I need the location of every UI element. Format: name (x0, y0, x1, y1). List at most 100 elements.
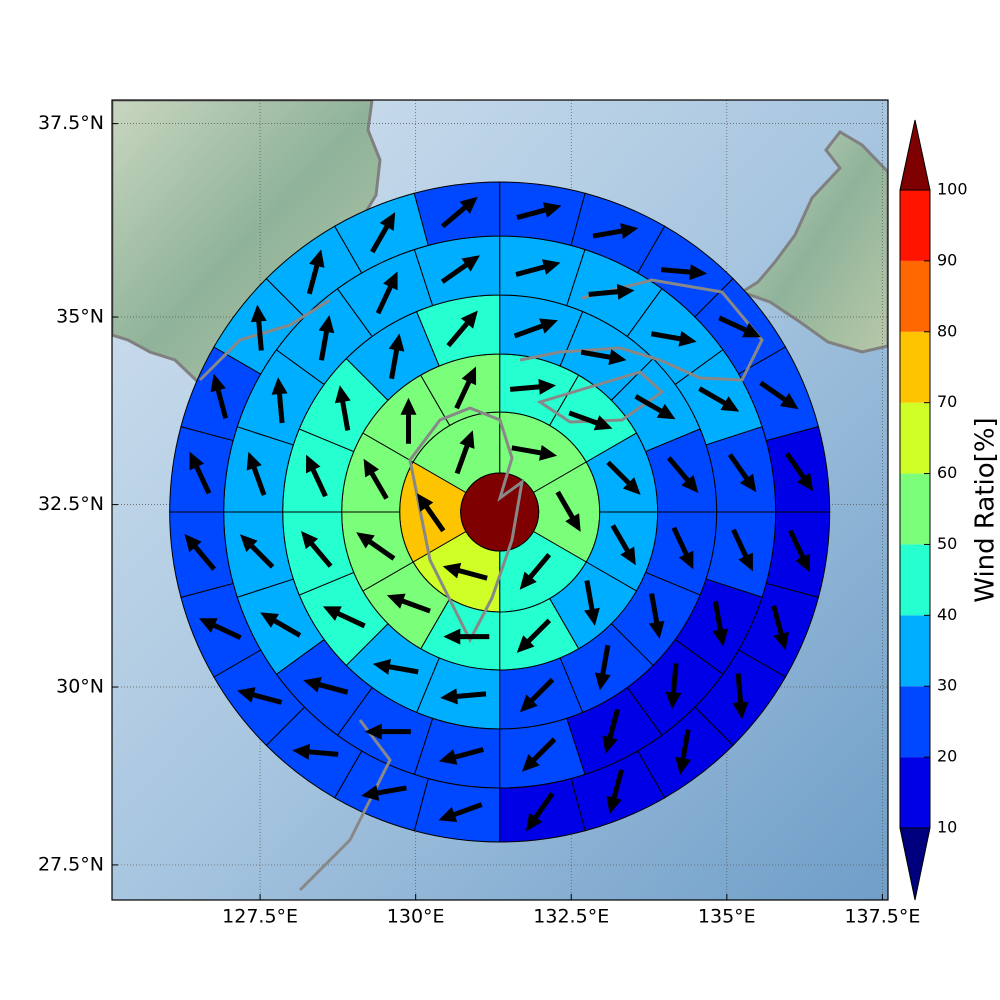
axis-layer: 127.5°E 130°E 132.5°E 135°E 137.5°E 27.5°N 30°… (38, 112, 920, 927)
map-frame (111, 99, 889, 901)
wind-arrow (675, 729, 691, 775)
wind-arrow (788, 529, 810, 573)
wind-arrow (318, 315, 335, 361)
colorbar-tick-label: 100 (937, 180, 968, 199)
wind-arrow (648, 593, 665, 639)
wind-arrow (240, 534, 275, 569)
wind-arrow (303, 677, 349, 695)
wind-arrow (784, 452, 814, 492)
wind-arrow (606, 769, 624, 815)
colorbar-segment (900, 544, 930, 616)
wind-arrow (440, 255, 480, 284)
sector (413, 777, 501, 843)
colorbar-tick-label: 80 (937, 321, 957, 340)
colorbar-segment (900, 757, 930, 828)
x-tick-label: 127.5°E (222, 906, 298, 928)
wind-arrow (555, 490, 581, 532)
wind-arrow (443, 628, 490, 645)
wind-arrow (189, 451, 212, 495)
sector (499, 181, 586, 247)
sector-layer (169, 181, 831, 843)
colorbar-segment (900, 402, 930, 474)
wind-arrow (511, 445, 558, 461)
wind-arrow (210, 373, 229, 419)
wind-arrow (520, 677, 555, 713)
y-tick-label: 27.5°N (38, 853, 104, 875)
wind-arrow (759, 380, 799, 410)
wind-arrow (732, 673, 749, 720)
wind-arrow (306, 454, 328, 498)
land-japan (738, 130, 888, 354)
colorbar-tick-label: 20 (937, 747, 957, 766)
colorbar-frame (899, 189, 931, 829)
wind-arrow (515, 259, 561, 277)
wind-arrow (363, 458, 389, 500)
colorbar-segment (900, 260, 930, 332)
wind-arrow (184, 533, 216, 571)
wind-arrow (292, 743, 339, 760)
wind-arrow (513, 318, 558, 339)
wind-arrow (334, 385, 351, 431)
colorbar-segment (900, 331, 930, 403)
wind-arrow (634, 394, 676, 420)
y-tick-label: 32.5°N (38, 493, 104, 515)
wind-arrow (370, 212, 396, 254)
wind-arrow (400, 397, 417, 444)
wind-arrow (588, 283, 635, 300)
wind-arrow (361, 785, 407, 801)
wind-arrow (440, 196, 478, 229)
wind-arrow (665, 663, 682, 710)
colorbar-segment (900, 686, 930, 758)
wind-arrow (306, 249, 325, 295)
wind-arrow (602, 708, 620, 754)
wind-arrow (440, 688, 487, 705)
wind-arrow (417, 493, 446, 533)
wind-arrow (237, 687, 283, 705)
wind-arrow (250, 304, 267, 351)
colorbar-tick-label: 70 (937, 392, 957, 411)
colorbar-tick-label: 60 (937, 463, 957, 482)
wind-arrow (442, 562, 488, 581)
y-tick-label: 30°N (56, 676, 104, 698)
colorbar-tick-label: 90 (937, 250, 957, 269)
wind-arrow (592, 223, 639, 239)
x-tick-label: 137.5°E (844, 906, 920, 928)
wind-arrow (322, 606, 366, 629)
colorbar-tick-label: 40 (937, 605, 957, 624)
sector (765, 511, 831, 599)
colorbar-over (899, 119, 931, 191)
wind-arrow (718, 315, 761, 338)
coast-islands (298, 719, 392, 892)
x-tick-label: 130°E (387, 906, 445, 928)
arrow-layer (184, 196, 814, 832)
wind-arrow (519, 553, 552, 590)
wind-arrow (372, 659, 419, 675)
wind-arrow (516, 202, 562, 220)
wind-arrow (584, 580, 600, 626)
wind-arrow (438, 747, 484, 765)
x-tick-label: 135°E (698, 906, 756, 928)
wind-arrow (526, 792, 555, 832)
y-tick-label: 37.5°N (38, 112, 104, 134)
wind-arrow (375, 271, 398, 315)
wind-arrow (594, 644, 611, 691)
wind-arrow (606, 460, 641, 495)
y-tick-label: 35°N (56, 306, 104, 328)
colorbar-tick-label: 30 (937, 676, 957, 695)
colorbar-tick-label: 10 (937, 818, 957, 837)
wind-arrow (246, 451, 267, 496)
wind-arrow (727, 453, 757, 493)
wind-arrow (731, 528, 753, 572)
wind-arrow (454, 430, 475, 475)
wind-arrow (454, 366, 477, 410)
coast-honshu (519, 278, 764, 382)
colorbar-under (899, 827, 931, 901)
wind-arrow (568, 410, 613, 431)
wind-arrow (698, 386, 740, 412)
colorbar: 10 20 30 40 50 60 70 80 90 100 (899, 119, 968, 901)
coast-shikoku (536, 370, 665, 424)
wind-arrow (438, 802, 483, 822)
wind-arrow (356, 532, 396, 561)
wind-arrow (386, 593, 431, 614)
